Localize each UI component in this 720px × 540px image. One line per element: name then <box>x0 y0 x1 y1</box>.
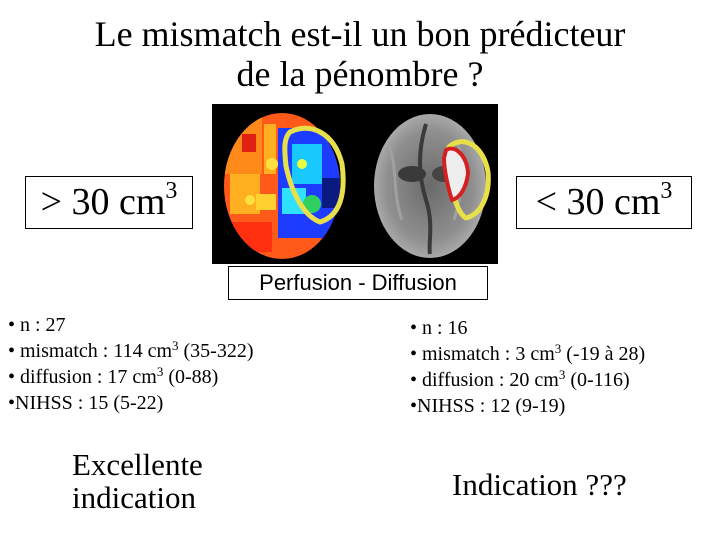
right-diffusion-sup: 3 <box>558 367 566 382</box>
left-conclusion-line-1: Excellente <box>72 447 203 482</box>
left-diffusion-range: (0-88) <box>163 366 219 388</box>
left-mismatch-label: • mismatch : 114 cm <box>8 340 173 362</box>
right-mismatch-sup: 3 <box>554 341 562 356</box>
left-threshold-sup: 3 <box>165 178 178 204</box>
right-diffusion-range: (0-116) <box>565 369 630 391</box>
right-mismatch-range: (-19 à 28) <box>561 343 646 365</box>
left-threshold-text: > 30 cm <box>40 181 166 223</box>
left-stat-nihss: •NIHSS : 15 (5-22) <box>8 392 164 414</box>
right-threshold-sup: 3 <box>660 178 673 204</box>
left-mismatch-range: (35-322) <box>178 340 254 362</box>
left-conclusion: Excellente indication <box>72 448 292 514</box>
left-stat-mismatch: • mismatch : 114 cm3 (35-322) <box>8 338 348 364</box>
left-stat-n: • n : 27 <box>8 314 66 336</box>
left-conclusion-line-2: indication <box>72 480 196 515</box>
diffusion-lesion-outline <box>441 146 471 203</box>
right-conclusion: Indication ??? <box>452 467 627 502</box>
right-stat-n: • n : 16 <box>410 317 468 339</box>
left-stat-diffusion: • diffusion : 17 cm3 (0-88) <box>8 364 348 390</box>
perfusion-lesion-outline <box>282 125 346 225</box>
right-threshold-text: < 30 cm <box>535 181 661 223</box>
right-stats-list: • n : 16 • mismatch : 3 cm3 (-19 à 28) •… <box>410 315 715 419</box>
left-stats-list: • n : 27 • mismatch : 114 cm3 (35-322) •… <box>8 312 348 416</box>
image-caption: Perfusion - Diffusion <box>228 266 488 300</box>
slide-title: Le mismatch est-il un bon prédicteur de … <box>0 14 720 94</box>
left-threshold-box: > 30 cm3 <box>25 176 193 229</box>
right-threshold-box: < 30 cm3 <box>516 176 692 229</box>
perfusion-diffusion-image <box>212 104 498 264</box>
right-stat-nihss: •NIHSS : 12 (9-19) <box>410 395 566 417</box>
left-diffusion-label: • diffusion : 17 cm <box>8 366 157 388</box>
left-diffusion-sup: 3 <box>156 364 164 379</box>
right-mismatch-label: • mismatch : 3 cm <box>410 343 555 365</box>
right-stat-diffusion: • diffusion : 20 cm3 (0-116) <box>410 367 715 393</box>
title-line-2: de la pénombre ? <box>236 54 484 94</box>
right-stat-mismatch: • mismatch : 3 cm3 (-19 à 28) <box>410 341 715 367</box>
left-mismatch-sup: 3 <box>172 338 179 353</box>
right-diffusion-label: • diffusion : 20 cm <box>410 369 559 391</box>
title-line-1: Le mismatch est-il un bon prédicteur <box>94 14 626 54</box>
